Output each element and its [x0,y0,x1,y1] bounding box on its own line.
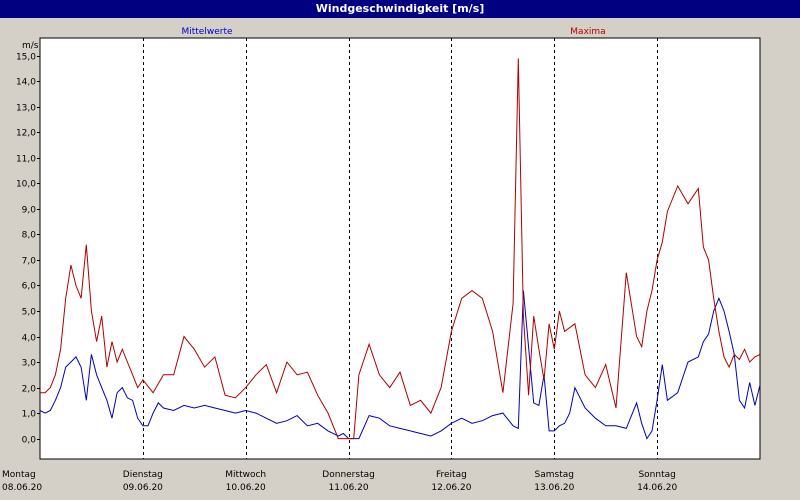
x-axis: Montag 08.06.20 Dienstag 09.06.20 Mittwoch 10… [2,470,677,493]
x-tick-date-label: 12.06.20 [431,483,471,493]
y-tick-label: 5,0 [22,308,37,318]
y-axis-label: m/s [22,41,39,51]
x-tick-date-label: 13.06.20 [534,483,574,493]
x-tick-date-label: 10.06.20 [226,483,266,493]
x-tick-day-label: Freitag [436,470,467,480]
y-tick-label: 3,0 [22,359,37,369]
x-tick-day-label: Dienstag [123,470,163,480]
y-tick-label: 0,0 [22,436,37,446]
x-tick-day-label: Sonntag [638,470,675,480]
x-tick-date-label: 09.06.20 [123,483,163,493]
y-tick-label: 1,0 [22,410,37,420]
chart-title: Windgeschwindigkeit [m/s] [0,0,800,18]
y-tick-label: 12,0 [16,129,36,139]
y-tick-label: 8,0 [22,231,37,241]
y-tick-label: 15,0 [16,53,36,63]
x-tick-day-label: Montag [2,470,36,480]
series-line-maxima [40,58,761,440]
y-tick-label: 11,0 [16,155,36,165]
wind-chart: 0,0 1,0 2,0 3,0 4,0 5,0 6,0 7,0 8,0 9,0 10,0 11,0 12… [2,27,761,493]
y-tick-label: 9,0 [22,206,37,216]
y-axis: 0,0 1,0 2,0 3,0 4,0 5,0 6,0 7,0 8,0 9,0 10,0 11,0 12… [16,53,40,446]
plot-area [39,37,761,460]
x-tick-date-label: 11.06.20 [329,483,369,493]
y-tick-label: 4,0 [22,334,37,344]
x-tick-date-label: 14.06.20 [637,483,677,493]
y-tick-label: 14,0 [16,78,36,88]
series-lines [39,58,761,440]
x-tick-day-label: Samstag [535,470,574,480]
x-tick-date-label: 08.06.20 [2,483,42,493]
y-tick-label: 7,0 [22,257,37,267]
y-tick-label: 13,0 [16,104,36,114]
y-tick-label: 10,0 [16,180,36,190]
x-tick-day-label: Donnerstag [322,470,375,480]
x-tick-day-label: Mittwoch [225,470,266,480]
y-tick-label: 2,0 [22,385,37,395]
series-line-mittelwerte [39,290,761,440]
grid-lines [143,38,658,459]
legend-mittelwerte: Mittelwerte [181,27,232,37]
legend-maxima: Maxima [570,27,605,37]
y-tick-label: 6,0 [22,282,37,292]
